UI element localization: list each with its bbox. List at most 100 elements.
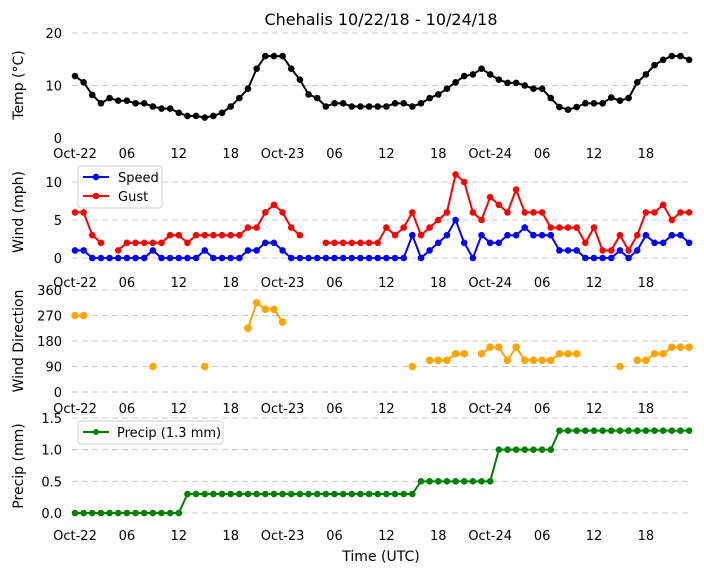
- data-point-temp: [530, 85, 537, 92]
- data-point-precip: [478, 478, 485, 485]
- data-point-precip: [166, 509, 174, 517]
- data-point-temp: [435, 91, 442, 98]
- data-point-temp: [244, 85, 252, 92]
- x-tick-label: 18: [638, 147, 655, 162]
- data-point-direction: [546, 356, 555, 365]
- data-point-temp: [512, 79, 520, 87]
- data-point-temp: [279, 52, 286, 60]
- data-point-speed: [166, 254, 174, 262]
- legend-marker-precip: [93, 429, 99, 435]
- data-point-gust: [244, 224, 252, 231]
- data-point-gust: [443, 209, 451, 216]
- data-point-speed: [236, 254, 243, 262]
- x-tick-label: 12: [586, 276, 603, 291]
- data-point-speed: [80, 247, 87, 254]
- x-tick-label: 06: [534, 402, 551, 417]
- data-point-precip: [426, 478, 433, 485]
- y-tick-label: 360: [37, 284, 62, 299]
- data-point-speed: [287, 254, 295, 262]
- data-point-speed: [677, 231, 684, 239]
- data-point-speed: [210, 254, 217, 262]
- data-point-precip: [642, 427, 650, 434]
- data-point-speed: [409, 231, 416, 239]
- data-point-temp: [140, 100, 148, 107]
- data-point-speed: [521, 224, 529, 231]
- data-point-precip: [391, 490, 399, 498]
- data-point-precip: [435, 478, 442, 485]
- data-point-precip: [512, 446, 520, 453]
- x-tick-label: Oct-23: [261, 276, 305, 291]
- data-point-speed: [608, 254, 615, 262]
- data-point-direction: [676, 343, 685, 352]
- data-point-precip: [97, 509, 105, 517]
- x-tick-label: 18: [430, 529, 447, 544]
- data-point-speed: [106, 254, 113, 262]
- data-point-speed: [530, 231, 537, 239]
- data-point-temp: [564, 106, 572, 113]
- y-tick-label: 270: [37, 310, 62, 325]
- data-point-direction: [434, 356, 443, 365]
- data-point-temp: [469, 71, 477, 78]
- x-tick-label: 06: [326, 402, 343, 417]
- data-point-direction: [512, 343, 520, 352]
- x-tick-label: Oct-23: [261, 402, 305, 417]
- data-point-gust: [279, 209, 286, 216]
- legend-box: [77, 420, 224, 445]
- x-tick-label: 18: [222, 147, 239, 162]
- x-tick-label: 18: [222, 402, 239, 417]
- data-point-gust: [590, 224, 598, 231]
- data-point-direction: [261, 305, 270, 314]
- data-point-speed: [460, 239, 468, 247]
- data-point-direction: [149, 362, 157, 371]
- x-tick-label: 12: [378, 402, 395, 417]
- data-point-speed: [426, 247, 433, 254]
- data-point-precip: [270, 490, 278, 498]
- x-tick-label: 18: [430, 402, 447, 417]
- x-tick-label: 06: [326, 529, 343, 544]
- x-tick-label: Oct-24: [468, 529, 512, 544]
- data-point-gust: [97, 239, 105, 247]
- data-point-temp: [383, 103, 390, 110]
- data-point-direction: [425, 356, 434, 365]
- data-point-temp: [590, 100, 598, 107]
- data-point-temp: [218, 109, 226, 117]
- data-point-precip: [460, 478, 468, 485]
- data-point-gust: [599, 247, 606, 254]
- x-tick-label: 06: [326, 276, 343, 291]
- y-axis-label: Wind (mph): [11, 171, 27, 253]
- data-point-precip: [582, 427, 589, 434]
- data-point-temp: [391, 100, 399, 107]
- y-tick-label: 0: [54, 386, 62, 401]
- x-tick-label: 18: [430, 276, 447, 291]
- data-point-temp: [201, 114, 209, 121]
- data-point-temp: [478, 65, 485, 72]
- data-point-speed: [495, 239, 503, 247]
- data-point-direction: [408, 362, 417, 371]
- data-point-temp: [443, 85, 451, 92]
- data-point-gust: [677, 209, 684, 216]
- data-point-speed: [305, 254, 312, 262]
- data-point-gust: [495, 201, 503, 209]
- data-point-precip: [547, 446, 555, 453]
- data-point-gust: [158, 239, 165, 247]
- data-point-direction: [495, 343, 503, 352]
- data-point-speed: [322, 254, 330, 262]
- x-tick-label: Oct-22: [53, 147, 97, 162]
- data-point-direction: [642, 356, 650, 365]
- x-tick-label: Oct-24: [468, 147, 512, 162]
- data-point-speed: [123, 254, 131, 262]
- x-tick-label: 06: [326, 147, 343, 162]
- data-point-precip: [218, 490, 226, 498]
- data-point-precip: [227, 490, 234, 498]
- data-point-temp: [331, 100, 338, 107]
- data-point-gust: [71, 209, 79, 216]
- data-point-speed: [374, 254, 382, 262]
- data-point-temp: [582, 100, 589, 107]
- data-point-direction: [270, 305, 278, 314]
- y-axis-label: Temp (°C): [11, 50, 27, 120]
- data-point-speed: [175, 254, 183, 262]
- data-point-speed: [270, 239, 278, 247]
- data-point-gust: [374, 239, 382, 247]
- x-tick-label: Oct-22: [53, 402, 97, 417]
